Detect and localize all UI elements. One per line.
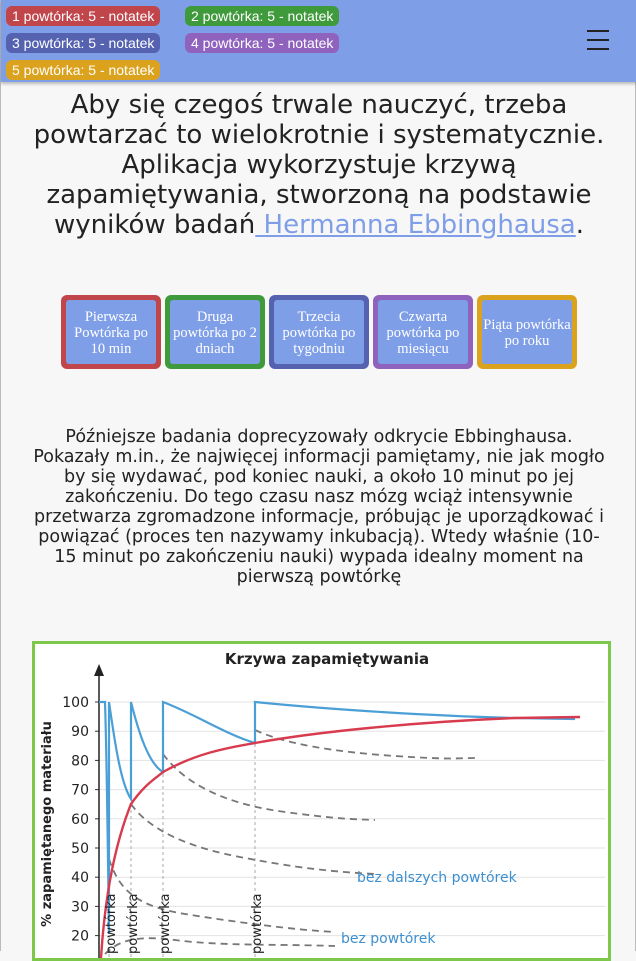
no-repetition-curve (104, 937, 336, 955)
chart-title: Krzywa zapamiętywania (225, 650, 429, 668)
y-tick-label: 100 (62, 695, 89, 711)
y-tick-label: 30 (71, 899, 89, 915)
chart-labels: 100 90 80 70 60 50 40 30 20 bez dalszych powtórek… (62, 695, 517, 954)
x-repetition-label: powtórka (104, 894, 119, 955)
fourth-repetition-button[interactable]: Czwarta powtórka po miesiącu (373, 295, 473, 369)
second-repetition-label: Druga powtórka po 2 dniach (170, 300, 260, 364)
y-tick-label: 60 (71, 812, 89, 828)
annotation-no-repetitions: bez powtórek (341, 931, 436, 947)
y-tick-label: 90 (71, 724, 89, 740)
third-repetition-button[interactable]: Trzecia powtórka po tygodniu (269, 295, 369, 369)
x-repetition-label: powtórka (250, 894, 265, 955)
y-tick-label: 40 (71, 870, 89, 886)
repetition-5-badge[interactable]: 5 powtórka: 5 - notatek (6, 60, 161, 80)
chart-ylabel: % zapamiętanego materiału (40, 721, 55, 927)
chart-dashed-curves (104, 729, 476, 955)
ebbinghaus-link[interactable]: Hermanna Ebbinghausa (255, 210, 576, 240)
retention-series-line (99, 715, 581, 958)
fifth-repetition-button[interactable]: Piąta powtórka po roku (477, 295, 577, 369)
chart-series (99, 700, 581, 958)
research-paragraph: Późniejsze badania doprecyzowały odkryci… (33, 427, 605, 587)
third-repetition-label: Trzecia powtórka po tygodniu (274, 300, 364, 364)
top-bar: 1 powtórka: 5 - notatek 2 powtórka: 5 - … (1, 0, 636, 82)
y-tick-label: 80 (71, 753, 89, 769)
repetition-3-badge[interactable]: 3 powtórka: 5 - notatek (6, 33, 161, 53)
no-repetition-curve (108, 858, 336, 933)
no-repetition-curve (130, 803, 376, 875)
y-tick-label: 20 (71, 929, 89, 945)
repetition-1-badge[interactable]: 1 powtórka: 5 - notatek (6, 6, 161, 26)
repetition-series-line (99, 700, 576, 935)
second-repetition-button[interactable]: Druga powtórka po 2 dniach (165, 295, 265, 369)
chart-axes (94, 664, 104, 958)
hamburger-icon[interactable] (587, 30, 609, 50)
intro-text: Aby się czegoś trwale nauczyć, trzeba po… (33, 90, 605, 240)
retention-chart-frame: Krzywa zapamiętywania % zapamiętanego ma… (32, 641, 611, 961)
intro-heading: Aby się czegoś trwale nauczyć, trzeba po… (21, 90, 617, 240)
retention-chart: Krzywa zapamiętywania % zapamiętanego ma… (40, 650, 605, 958)
fifth-repetition-label: Piąta powtórka po roku (482, 300, 572, 364)
x-repetition-label: powtórka (158, 894, 173, 955)
chart-grid (99, 701, 605, 958)
repetition-4-badge[interactable]: 4 powtórka: 5 - notatek (185, 33, 340, 53)
first-repetition-button[interactable]: Pierwsza Powtórka po 10 min (61, 295, 161, 369)
y-axis-arrow (94, 664, 104, 676)
y-tick-label: 50 (71, 841, 89, 857)
fourth-repetition-label: Czwarta powtórka po miesiącu (378, 300, 468, 364)
x-repetition-label: powtórka (126, 894, 141, 955)
no-repetition-curve (162, 753, 376, 821)
y-tick-label: 70 (71, 783, 89, 799)
intro-end: . (575, 210, 584, 240)
no-repetition-curve (254, 729, 476, 760)
first-repetition-label: Pierwsza Powtórka po 10 min (66, 300, 156, 364)
annotation-no-further-repetitions: bez dalszych powtórek (357, 870, 518, 886)
repetition-2-badge[interactable]: 2 powtórka: 5 - notatek (185, 6, 340, 26)
